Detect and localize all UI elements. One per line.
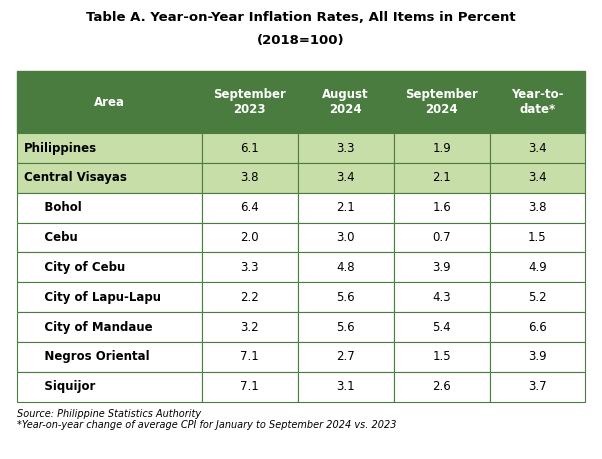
Text: 3.9: 3.9 [528, 350, 547, 364]
Text: 1.5: 1.5 [528, 231, 547, 244]
Text: City of Mandaue: City of Mandaue [32, 320, 152, 334]
Text: 5.4: 5.4 [432, 320, 451, 334]
Text: 3.4: 3.4 [337, 171, 355, 185]
Text: 1.5: 1.5 [432, 350, 451, 364]
Text: Negros Oriental: Negros Oriental [32, 350, 149, 364]
Text: Philippines: Philippines [24, 141, 97, 155]
Text: 5.6: 5.6 [337, 320, 355, 334]
Text: 5.2: 5.2 [528, 291, 547, 304]
Text: 3.1: 3.1 [337, 380, 355, 393]
Text: August
2024: August 2024 [322, 88, 369, 116]
Text: City of Cebu: City of Cebu [32, 261, 125, 274]
Text: Bohol: Bohol [32, 201, 82, 214]
Text: 2.7: 2.7 [337, 350, 355, 364]
Text: 1.6: 1.6 [432, 201, 451, 214]
Text: 3.3: 3.3 [337, 141, 355, 155]
Text: 3.4: 3.4 [528, 141, 547, 155]
Text: 7.1: 7.1 [240, 380, 259, 393]
Text: 6.6: 6.6 [528, 320, 547, 334]
Text: (2018=100): (2018=100) [257, 34, 345, 46]
Text: 2.2: 2.2 [240, 291, 259, 304]
Text: September
2023: September 2023 [213, 88, 286, 116]
Text: 2.6: 2.6 [432, 380, 451, 393]
Text: 7.1: 7.1 [240, 350, 259, 364]
Text: 0.7: 0.7 [432, 231, 451, 244]
Text: 2.0: 2.0 [240, 231, 259, 244]
Text: September
2024: September 2024 [405, 88, 478, 116]
Text: 3.2: 3.2 [240, 320, 259, 334]
Text: 4.3: 4.3 [432, 291, 451, 304]
Text: Area: Area [94, 95, 125, 109]
Text: 3.9: 3.9 [432, 261, 451, 274]
Text: Year-to-
date*: Year-to- date* [511, 88, 563, 116]
Text: 2.1: 2.1 [432, 171, 451, 185]
Text: Siquijor: Siquijor [32, 380, 95, 393]
Text: 3.7: 3.7 [528, 380, 547, 393]
Text: 4.9: 4.9 [528, 261, 547, 274]
Text: Cebu: Cebu [32, 231, 78, 244]
Text: 3.4: 3.4 [528, 171, 547, 185]
Text: Source: Philippine Statistics Authority
*Year-on-year change of average CPI for : Source: Philippine Statistics Authority … [17, 409, 396, 430]
Text: Table A. Year-on-Year Inflation Rates, All Items in Percent: Table A. Year-on-Year Inflation Rates, A… [86, 11, 516, 24]
Text: 3.8: 3.8 [528, 201, 547, 214]
Text: 1.9: 1.9 [432, 141, 451, 155]
Text: 4.8: 4.8 [337, 261, 355, 274]
Text: 2.1: 2.1 [337, 201, 355, 214]
Text: 3.3: 3.3 [240, 261, 259, 274]
Text: 6.4: 6.4 [240, 201, 259, 214]
Text: 3.0: 3.0 [337, 231, 355, 244]
Text: City of Lapu-Lapu: City of Lapu-Lapu [32, 291, 161, 304]
Text: 6.1: 6.1 [240, 141, 259, 155]
Text: 3.8: 3.8 [240, 171, 259, 185]
Text: Central Visayas: Central Visayas [24, 171, 127, 185]
Text: 5.6: 5.6 [337, 291, 355, 304]
